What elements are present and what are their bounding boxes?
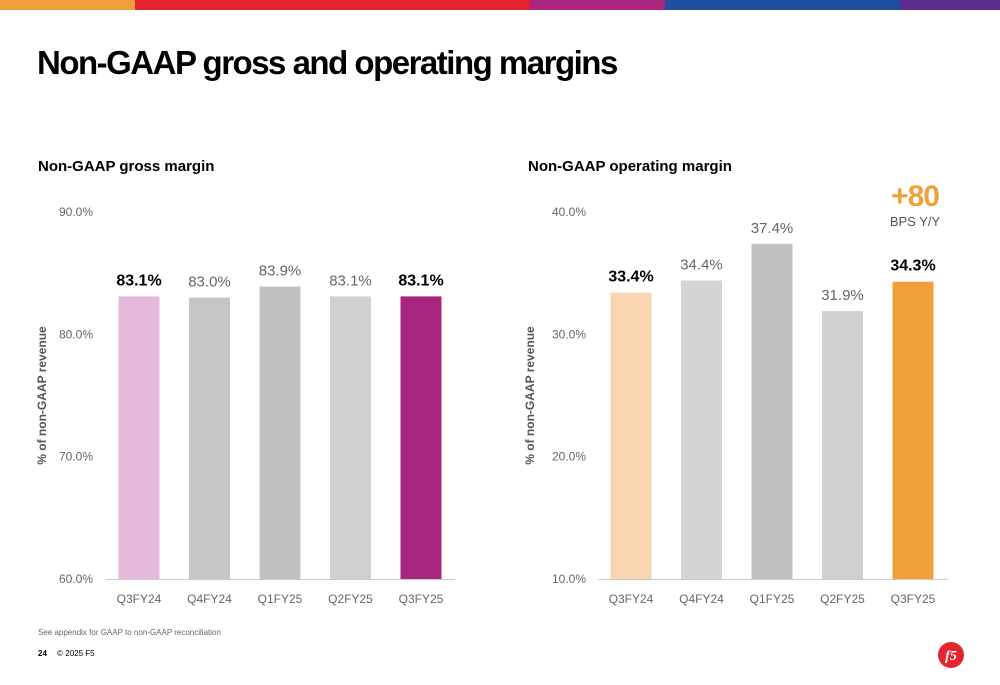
x-tick-label: Q1FY25 — [750, 592, 795, 606]
top-color-bar — [0, 0, 1000, 10]
footer: 24 © 2025 F5 — [38, 649, 95, 658]
top-bar-segment — [900, 0, 1000, 10]
data-label: 83.9% — [259, 263, 302, 280]
operating-margin-chart-title: Non-GAAP operating margin — [528, 158, 732, 175]
x-tick-label: Q3FY25 — [399, 592, 444, 606]
bar — [259, 286, 301, 579]
y-tick-label: 70.0% — [59, 450, 93, 464]
top-bar-segment — [665, 0, 900, 10]
x-tick-label: Q1FY25 — [258, 592, 303, 606]
data-label: 34.4% — [680, 257, 723, 274]
y-tick-label: 60.0% — [59, 572, 93, 586]
bps-callout: +80 BPS Y/Y — [860, 180, 970, 229]
x-tick-label: Q4FY24 — [679, 592, 724, 606]
x-tick-label: Q3FY24 — [609, 592, 654, 606]
y-tick-label: 90.0% — [59, 205, 93, 219]
data-label: 33.4% — [608, 269, 653, 286]
data-label: 83.0% — [188, 274, 231, 291]
x-tick-label: Q2FY25 — [328, 592, 373, 606]
bar — [400, 296, 442, 579]
y-tick-label: 30.0% — [552, 327, 586, 341]
y-axis-label: % of non-GAAP revenue — [523, 326, 537, 465]
bar — [892, 281, 934, 579]
bar — [330, 296, 371, 579]
bps-callout-label: BPS Y/Y — [889, 214, 941, 229]
y-tick-label: 80.0% — [59, 327, 93, 341]
data-label: 83.1% — [329, 272, 372, 289]
x-tick-label: Q3FY25 — [891, 592, 936, 606]
x-tick-label: Q2FY25 — [820, 592, 865, 606]
y-tick-label: 20.0% — [552, 450, 586, 464]
bar — [118, 296, 160, 579]
data-label: 83.1% — [398, 272, 443, 289]
top-bar-segment — [135, 0, 530, 10]
data-label: 34.3% — [890, 258, 935, 275]
f5-logo-icon: f5 — [938, 642, 964, 668]
data-label: 31.9% — [821, 287, 864, 304]
y-axis-label: % of non-GAAP revenue — [35, 326, 49, 465]
gross-margin-chart-title: Non-GAAP gross margin — [38, 158, 215, 175]
x-tick-label: Q3FY24 — [117, 592, 162, 606]
bps-callout-value: +80 — [891, 180, 940, 213]
page-title: Non-GAAP gross and operating margins — [37, 44, 618, 81]
top-bar-segment — [0, 0, 135, 10]
data-label: 83.1% — [116, 272, 161, 289]
bar — [610, 292, 652, 579]
bar — [751, 243, 793, 579]
bar — [189, 297, 230, 579]
footnote: See appendix for GAAP to non-GAAP reconc… — [38, 628, 221, 637]
x-tick-label: Q4FY24 — [187, 592, 232, 606]
bar — [822, 311, 863, 579]
top-bar-segment — [530, 0, 665, 10]
svg-text:f5: f5 — [945, 649, 957, 664]
page-number: 24 — [38, 649, 47, 658]
y-tick-label: 10.0% — [552, 572, 586, 586]
copyright: © 2025 F5 — [57, 649, 95, 658]
bar — [681, 280, 722, 579]
y-tick-label: 40.0% — [552, 205, 586, 219]
data-label: 37.4% — [751, 220, 794, 237]
gross-margin-chart: 60.0% 70.0% 80.0% 90.0% % of non-GAAP revenu… — [35, 205, 455, 606]
